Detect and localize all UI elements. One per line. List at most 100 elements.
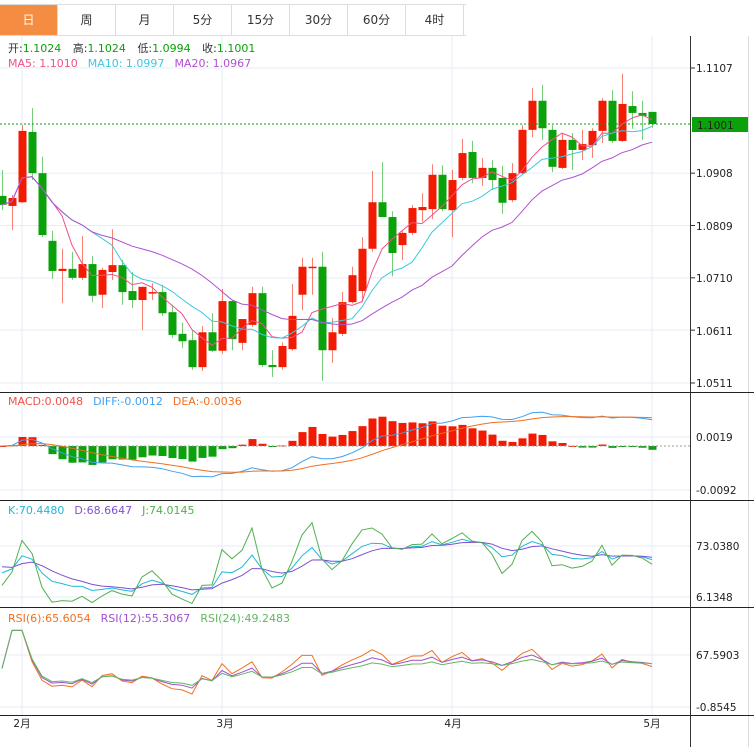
tab-4hour[interactable]: 4时: [406, 5, 464, 35]
candle-body: [38, 173, 47, 236]
macd-bar: [88, 446, 97, 465]
candle-body: [28, 131, 37, 174]
rsi24-line: [1, 629, 653, 686]
candle: [558, 133, 567, 169]
macd-bar: [488, 434, 497, 446]
candle: [368, 171, 377, 252]
candle: [428, 164, 437, 220]
macd-bar: [548, 441, 557, 446]
macd-bar: [118, 446, 127, 460]
macd-bar: [98, 446, 107, 463]
candle: [58, 248, 67, 304]
candle-body: [628, 106, 637, 113]
candle-body: [558, 139, 567, 168]
d-line: [1, 541, 653, 591]
tab-30min[interactable]: 30分: [290, 5, 348, 35]
time-tick: 2月: [13, 718, 30, 730]
candle: [468, 140, 477, 184]
candle: [128, 272, 137, 308]
time-tick: 3月: [216, 718, 233, 730]
candle-body: [618, 103, 627, 141]
candle: [118, 259, 127, 305]
candle-body: [328, 332, 337, 351]
candle-body: [578, 144, 587, 150]
candle: [488, 159, 497, 191]
ma10-line: [1, 125, 653, 339]
macd-bar: [68, 446, 77, 463]
candle-body: [398, 232, 407, 246]
macd-bar: [18, 437, 27, 446]
candle-body: [198, 332, 207, 368]
candle: [38, 156, 47, 238]
candle-body: [128, 291, 137, 301]
macd-bar: [358, 426, 367, 446]
tab-day[interactable]: 日: [0, 5, 58, 35]
candle-body: [228, 301, 237, 340]
candle-body: [598, 100, 607, 131]
macd-bar: [478, 430, 487, 446]
candle-body: [338, 302, 347, 334]
candle: [298, 257, 307, 311]
kdj-tick: 73.0380: [696, 541, 739, 553]
candle: [578, 129, 587, 160]
candle: [328, 317, 337, 363]
candle: [278, 342, 287, 370]
tab-60min[interactable]: 60分: [348, 5, 406, 35]
macd-bar: [178, 446, 187, 460]
tab-week[interactable]: 周: [58, 5, 116, 35]
candle-body: [468, 152, 477, 178]
candle-body: [388, 217, 397, 253]
macd-bar: [248, 439, 257, 446]
candle-body: [248, 293, 257, 325]
price-tick: 1.1107: [696, 63, 733, 75]
macd-bar: [468, 428, 477, 446]
macd-bar: [508, 441, 517, 446]
macd-bar: [538, 434, 547, 446]
macd-bar: [198, 446, 207, 458]
candle-body: [268, 365, 277, 368]
candle-body: [538, 100, 547, 129]
price-tick: 1.0511: [696, 378, 733, 390]
candle: [568, 133, 577, 171]
candle-body: [508, 173, 517, 201]
candle: [598, 98, 607, 144]
macd-bar: [328, 436, 337, 446]
ma5-line: [1, 114, 653, 346]
candle-body: [428, 174, 437, 210]
candle-body: [188, 340, 197, 368]
macd-bar: [608, 446, 617, 448]
macd-bar: [238, 444, 247, 446]
candle-body: [258, 293, 267, 366]
candle-body: [238, 319, 247, 343]
candle: [48, 230, 57, 279]
candle: [318, 251, 327, 381]
indicator-lines: [0, 114, 690, 695]
tab-5min[interactable]: 5分: [174, 5, 232, 35]
candle-body: [218, 301, 227, 351]
candle-body: [0, 195, 7, 205]
tab-month[interactable]: 月: [116, 5, 174, 35]
candle-body: [208, 332, 217, 351]
candle: [448, 170, 457, 238]
ohlc-info: 开:1.1024 高:1.1024 低:1.0994 收:1.1001: [8, 41, 255, 55]
candle: [408, 204, 417, 236]
tab-15min[interactable]: 15分: [232, 5, 290, 35]
price-tick: 1.0908: [696, 168, 733, 180]
macd-bar: [338, 434, 347, 446]
rsi-info: RSI(6):65.6054 RSI(12):55.3067 RSI(24):49.…: [8, 612, 290, 625]
candle-body: [588, 130, 597, 146]
candle-body: [608, 100, 617, 141]
macd-bar: [138, 446, 147, 458]
macd-tick: -0.0092: [696, 485, 737, 497]
macd-bar: [448, 426, 457, 446]
candle: [88, 256, 97, 303]
macd-bar: [498, 440, 507, 446]
candle-body: [518, 129, 527, 174]
macd-bar: [588, 446, 597, 448]
macd-bar: [128, 446, 137, 460]
macd-bar: [368, 418, 377, 446]
macd-bar: [378, 416, 387, 446]
candle: [378, 162, 387, 218]
candle-body: [158, 292, 167, 314]
